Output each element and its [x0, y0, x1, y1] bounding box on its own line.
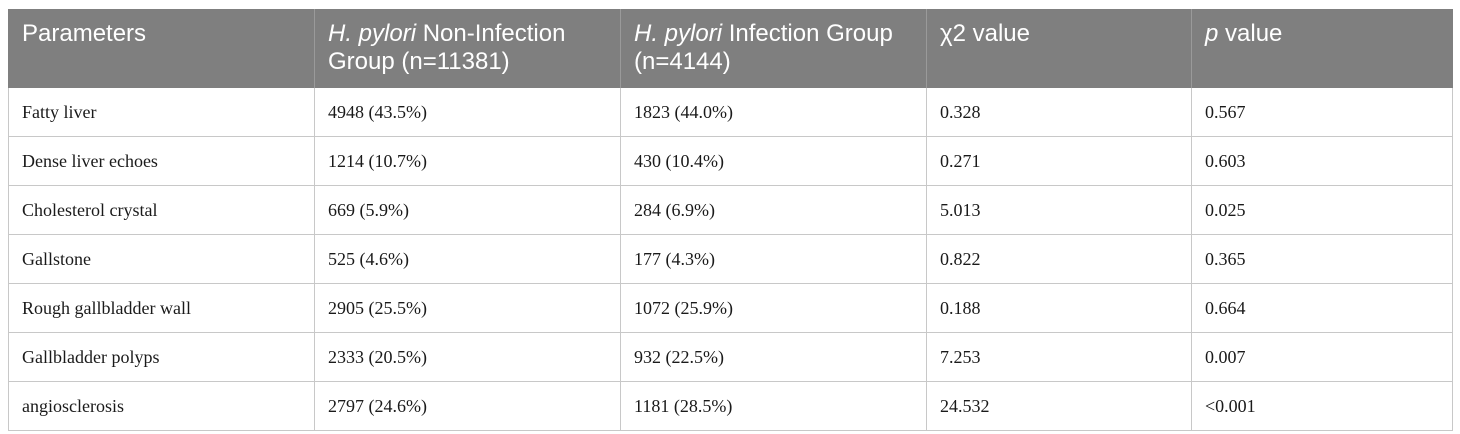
cell-infection: 1823 (44.0%): [620, 88, 927, 137]
cell-parameter: Fatty liver: [8, 88, 315, 137]
table-row: Cholesterol crystal 669 (5.9%) 284 (6.9%…: [8, 185, 1453, 235]
table-row: angiosclerosis 2797 (24.6%) 1181 (28.5%)…: [8, 381, 1453, 431]
cell-chi2: 24.532: [926, 381, 1192, 431]
table-row: Gallstone 525 (4.6%) 177 (4.3%) 0.822 0.…: [8, 234, 1453, 284]
cell-parameter: Gallbladder polyps: [8, 332, 315, 382]
cell-infection: 1181 (28.5%): [620, 381, 927, 431]
data-table: Parameters H. pylori Non-Infection Group…: [8, 9, 1453, 431]
cell-p: 0.567: [1191, 88, 1453, 137]
cell-infection: 430 (10.4%): [620, 136, 927, 186]
header-parameters: Parameters: [8, 9, 315, 88]
cell-parameter: Rough gallbladder wall: [8, 283, 315, 333]
cell-non-infection: 2333 (20.5%): [314, 332, 621, 382]
cell-chi2: 0.271: [926, 136, 1192, 186]
header-text: Non-Infection Group (n=11381): [328, 20, 566, 75]
cell-p: 0.603: [1191, 136, 1453, 186]
table-header: Parameters H. pylori Non-Infection Group…: [8, 9, 1453, 88]
cell-p: 0.007: [1191, 332, 1453, 382]
header-p-value: p value: [1191, 9, 1453, 88]
cell-infection: 1072 (25.9%): [620, 283, 927, 333]
cell-parameter: Cholesterol crystal: [8, 185, 315, 235]
table-body: Fatty liver 4948 (43.5%) 1823 (44.0%) 0.…: [8, 88, 1453, 431]
cell-non-infection: 525 (4.6%): [314, 234, 621, 284]
cell-parameter: Gallstone: [8, 234, 315, 284]
cell-chi2: 5.013: [926, 185, 1192, 235]
cell-infection: 284 (6.9%): [620, 185, 927, 235]
header-infection-group: H. pylori Infection Group (n=4144): [620, 9, 927, 88]
header-italic: H. pylori: [634, 20, 723, 47]
header-italic: p: [1205, 20, 1219, 47]
cell-p: 0.365: [1191, 234, 1453, 284]
cell-chi2: 0.822: [926, 234, 1192, 284]
cell-non-infection: 2905 (25.5%): [314, 283, 621, 333]
table-row: Rough gallbladder wall 2905 (25.5%) 1072…: [8, 283, 1453, 333]
cell-parameter: angiosclerosis: [8, 381, 315, 431]
cell-chi2: 0.188: [926, 283, 1192, 333]
cell-infection: 177 (4.3%): [620, 234, 927, 284]
cell-chi2: 0.328: [926, 88, 1192, 137]
cell-non-infection: 669 (5.9%): [314, 185, 621, 235]
cell-non-infection: 1214 (10.7%): [314, 136, 621, 186]
header-text: value: [1218, 20, 1283, 47]
header-chi2-value: χ2 value: [926, 9, 1192, 88]
header-text: Infection Group (n=4144): [634, 20, 893, 75]
header-row: Parameters H. pylori Non-Infection Group…: [8, 9, 1453, 88]
table-row: Fatty liver 4948 (43.5%) 1823 (44.0%) 0.…: [8, 88, 1453, 137]
cell-p: 0.025: [1191, 185, 1453, 235]
cell-parameter: Dense liver echoes: [8, 136, 315, 186]
cell-chi2: 7.253: [926, 332, 1192, 382]
cell-non-infection: 2797 (24.6%): [314, 381, 621, 431]
cell-p: 0.664: [1191, 283, 1453, 333]
header-italic: H. pylori: [328, 20, 417, 47]
table-row: Gallbladder polyps 2333 (20.5%) 932 (22.…: [8, 332, 1453, 382]
header-text: Parameters: [22, 20, 147, 47]
table-row: Dense liver echoes 1214 (10.7%) 430 (10.…: [8, 136, 1453, 186]
header-text: χ2 value: [940, 20, 1030, 47]
cell-infection: 932 (22.5%): [620, 332, 927, 382]
header-non-infection-group: H. pylori Non-Infection Group (n=11381): [314, 9, 621, 88]
cell-non-infection: 4948 (43.5%): [314, 88, 621, 137]
cell-p: <0.001: [1191, 381, 1453, 431]
